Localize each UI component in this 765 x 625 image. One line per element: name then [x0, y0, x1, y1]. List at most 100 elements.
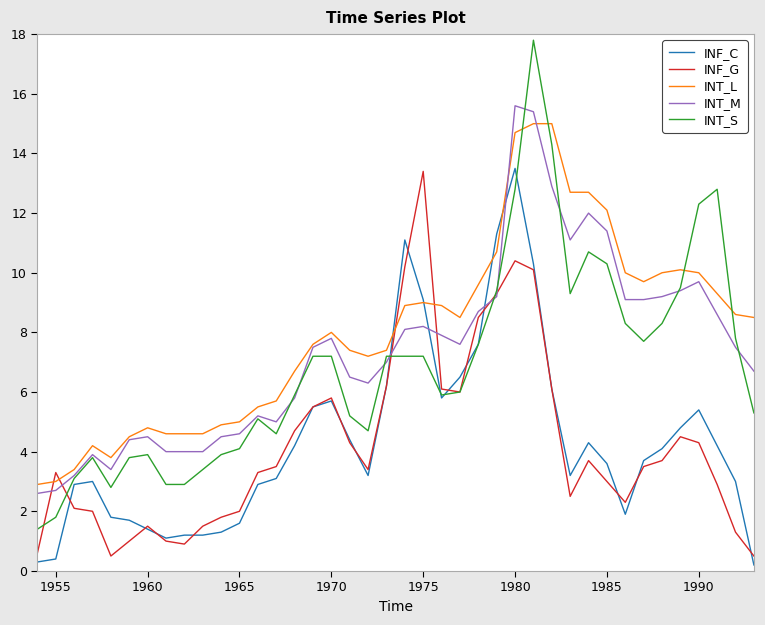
INF_G	[125, 538, 134, 545]
INT_S	[253, 415, 262, 422]
INT_L	[51, 478, 60, 485]
INF_C	[216, 528, 226, 536]
INT_M	[584, 209, 593, 217]
INF_G	[437, 385, 446, 392]
INT_M	[106, 466, 116, 473]
INF_G	[308, 403, 317, 411]
INF_C	[639, 457, 648, 464]
INT_M	[675, 287, 685, 294]
INF_G	[70, 504, 79, 512]
INT_S	[547, 141, 556, 148]
INT_M	[88, 451, 97, 458]
INT_L	[639, 278, 648, 286]
INF_C	[198, 531, 207, 539]
INF_C	[455, 373, 464, 381]
INF_C	[363, 472, 373, 479]
INT_S	[33, 526, 42, 533]
INT_M	[492, 293, 501, 301]
INT_M	[327, 334, 336, 342]
INT_S	[106, 484, 116, 491]
INT_M	[400, 326, 409, 333]
INT_S	[272, 430, 281, 437]
INF_G	[455, 388, 464, 396]
INT_S	[51, 514, 60, 521]
X-axis label: Time: Time	[379, 600, 412, 614]
INT_S	[657, 320, 666, 328]
INF_C	[106, 514, 116, 521]
INT_M	[749, 368, 758, 375]
INF_G	[657, 457, 666, 464]
INF_G	[33, 549, 42, 557]
INT_S	[143, 451, 152, 458]
INT_S	[584, 248, 593, 256]
INF_C	[510, 164, 519, 172]
INF_C	[749, 561, 758, 569]
INF_C	[529, 260, 538, 268]
INF_C	[327, 398, 336, 405]
INT_L	[143, 424, 152, 431]
INT_L	[474, 281, 483, 288]
INF_C	[253, 481, 262, 488]
INT_M	[308, 344, 317, 351]
INT_S	[180, 481, 189, 488]
INF_G	[565, 492, 575, 500]
INF_C	[657, 445, 666, 452]
INF_G	[620, 499, 630, 506]
INT_M	[547, 182, 556, 190]
INT_S	[529, 36, 538, 44]
INT_M	[639, 296, 648, 303]
INF_G	[547, 385, 556, 392]
INT_L	[712, 290, 721, 298]
INT_L	[657, 269, 666, 276]
INT_S	[161, 481, 171, 488]
INF_G	[363, 466, 373, 473]
INT_L	[529, 120, 538, 127]
INT_M	[272, 418, 281, 426]
Line: INF_C: INF_C	[37, 168, 754, 565]
INT_M	[474, 308, 483, 315]
Line: INT_L: INT_L	[37, 124, 754, 484]
INT_S	[602, 260, 611, 268]
INF_G	[492, 290, 501, 298]
INF_G	[694, 439, 703, 446]
INT_M	[290, 394, 299, 402]
INT_L	[731, 311, 740, 318]
INT_L	[180, 430, 189, 437]
INT_L	[363, 352, 373, 360]
INT_S	[216, 451, 226, 458]
INT_L	[455, 314, 464, 321]
INT_S	[327, 352, 336, 360]
INT_L	[345, 346, 354, 354]
INT_S	[474, 341, 483, 348]
INT_S	[639, 338, 648, 345]
INT_M	[235, 430, 244, 437]
INT_L	[106, 454, 116, 461]
INF_G	[400, 263, 409, 271]
INF_G	[161, 538, 171, 545]
INF_G	[712, 481, 721, 488]
INF_G	[639, 462, 648, 470]
INF_G	[327, 394, 336, 402]
INT_L	[253, 403, 262, 411]
INT_M	[216, 433, 226, 441]
INF_G	[474, 314, 483, 321]
INT_S	[308, 352, 317, 360]
INT_M	[418, 322, 428, 330]
INT_M	[565, 236, 575, 244]
INT_M	[161, 448, 171, 456]
INT_S	[88, 454, 97, 461]
INT_M	[657, 293, 666, 301]
INT_S	[400, 352, 409, 360]
INF_G	[602, 478, 611, 485]
Legend: INF_C, INF_G, INT_L, INT_M, INT_S: INF_C, INF_G, INT_L, INT_M, INT_S	[662, 41, 747, 133]
INF_G	[731, 528, 740, 536]
INT_M	[620, 296, 630, 303]
INF_G	[529, 266, 538, 274]
INF_C	[272, 475, 281, 482]
INT_L	[290, 368, 299, 375]
INT_M	[33, 489, 42, 497]
INT_L	[161, 430, 171, 437]
INT_L	[382, 346, 391, 354]
INT_S	[620, 320, 630, 328]
Line: INT_M: INT_M	[37, 106, 754, 493]
